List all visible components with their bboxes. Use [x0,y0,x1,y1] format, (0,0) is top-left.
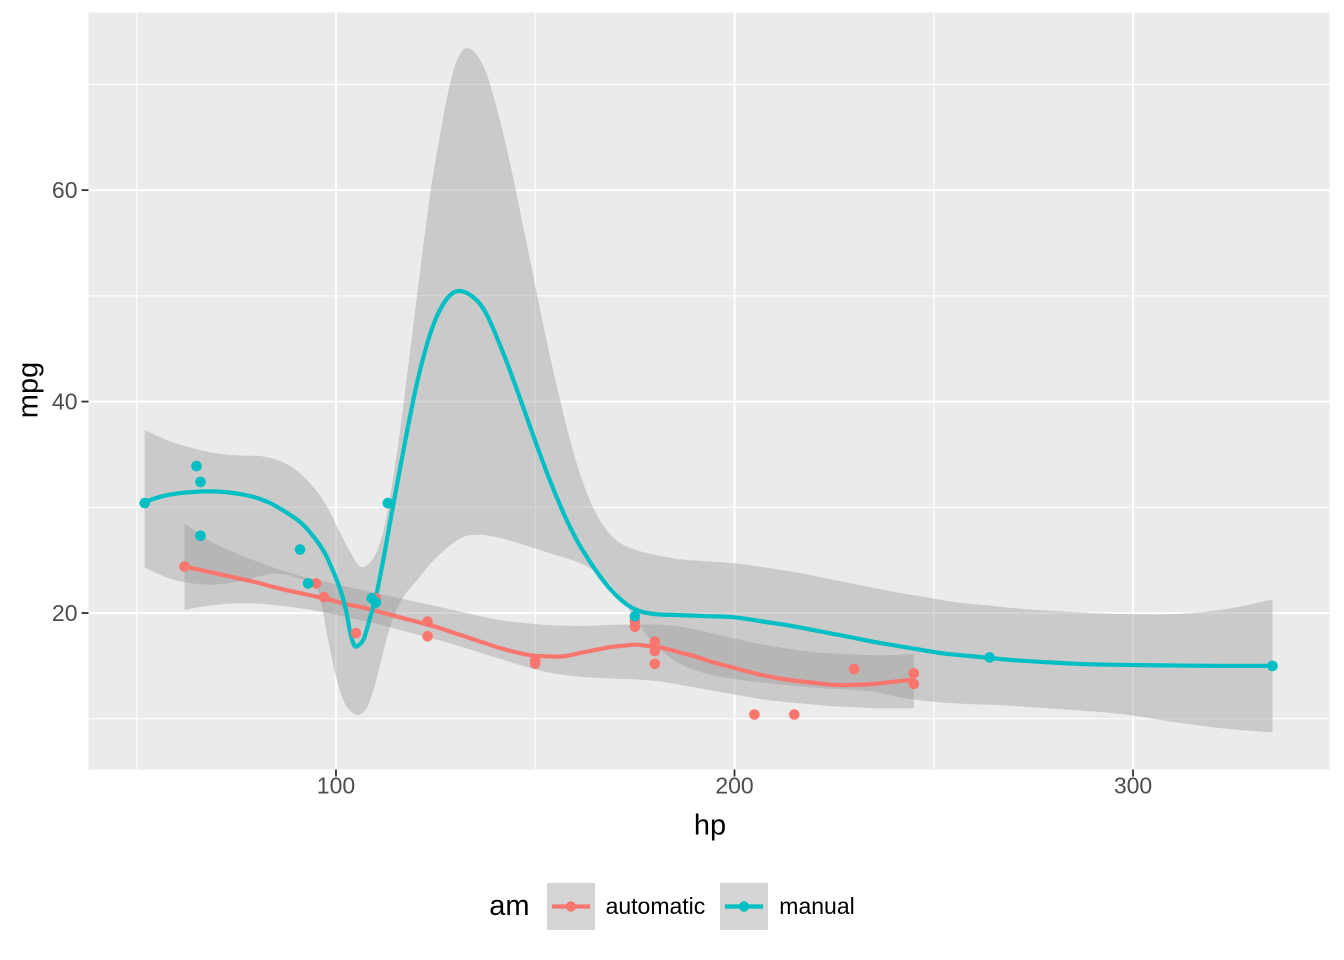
data-point-automatic [422,631,433,642]
data-point-manual [294,544,306,555]
legend-label-manual: manual [779,893,855,919]
data-point-manual [139,497,150,509]
legend-point-icon [739,901,750,912]
data-point-automatic [350,627,362,639]
smooth-line-manual [142,288,1275,669]
legend: am automatic manual [0,883,1344,930]
data-point-automatic [649,636,661,647]
data-point-automatic [179,561,190,572]
confidence-ribbon-manual [144,47,1273,733]
y-tick-label: 20 [52,600,78,626]
data-point-manual [366,592,378,604]
x-tick-label: 300 [1114,773,1152,799]
data-point-manual [984,652,995,663]
data-point-automatic [908,668,920,679]
data-point-automatic [908,678,920,690]
smooth-line-automatic [182,564,916,688]
data-point-automatic [848,663,860,675]
panel-background [88,12,1330,770]
data-point-manual [195,476,206,488]
data-point-manual [1267,660,1278,672]
data-point-automatic [422,616,433,627]
data-point-automatic [649,645,661,657]
data-point-manual [191,460,202,472]
legend-title: am [489,890,530,922]
legend-point-icon [565,901,576,912]
y-axis-title: mpg [12,361,45,419]
y-tick-label: 40 [52,389,78,415]
legend-label-automatic: automatic [605,893,706,919]
x-tick-label: 100 [317,773,355,799]
data-point-automatic [649,658,661,670]
x-axis-title: hp [693,809,727,842]
data-point-automatic [529,658,541,670]
y-tick-label: 60 [52,177,78,203]
data-point-automatic [789,709,800,720]
data-point-manual [382,497,394,509]
data-point-automatic [749,709,760,720]
confidence-ribbon-automatic [184,523,914,709]
legend-entry-automatic: automatic [546,883,706,930]
data-point-manual [302,578,314,589]
legend-key-manual [720,883,769,930]
data-point-automatic [318,591,330,603]
legend-key-automatic [546,883,595,930]
x-tick-label: 200 [715,773,753,799]
data-point-manual [629,610,641,622]
data-point-manual [195,530,206,542]
data-point-automatic [310,578,322,589]
legend-entry-manual: manual [720,883,855,930]
